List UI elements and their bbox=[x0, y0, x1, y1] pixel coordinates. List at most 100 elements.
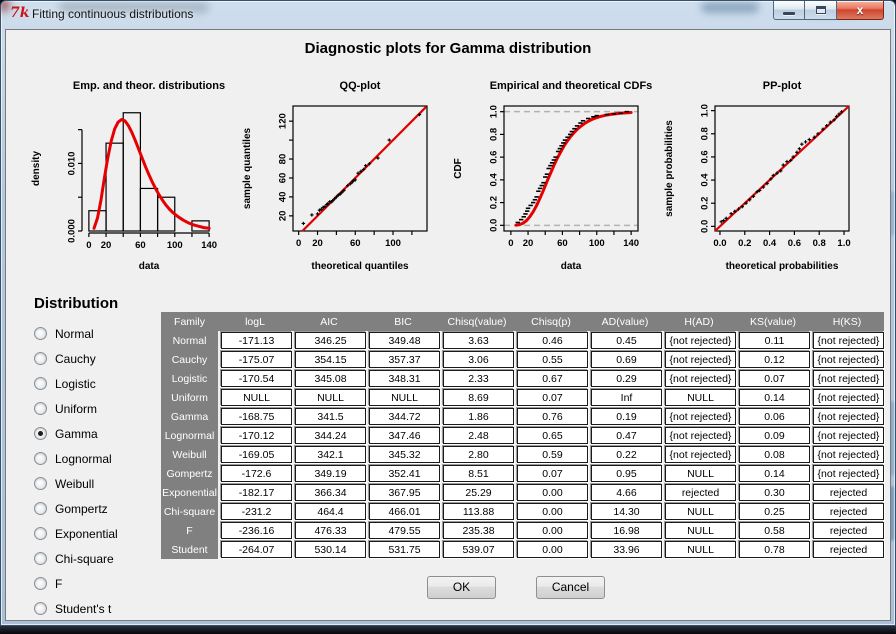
value-cell[interactable]: 0.47 bbox=[591, 427, 662, 444]
value-cell[interactable]: 530.14 bbox=[295, 541, 366, 558]
radio-gompertz[interactable]: Gompertz bbox=[34, 496, 164, 521]
radio-lognormal[interactable]: Lognormal bbox=[34, 446, 164, 471]
value-cell[interactable]: NULL bbox=[665, 465, 736, 482]
value-cell[interactable]: {not rejected} bbox=[813, 446, 884, 463]
value-cell[interactable]: 3.06 bbox=[443, 351, 514, 368]
close-button[interactable]: x bbox=[837, 1, 884, 20]
value-cell[interactable]: 0.58 bbox=[739, 522, 810, 539]
value-cell[interactable]: 0.67 bbox=[517, 370, 588, 387]
value-cell[interactable]: 0.07 bbox=[739, 370, 810, 387]
value-cell[interactable]: 344.72 bbox=[369, 408, 440, 425]
value-cell[interactable]: {not rejected} bbox=[813, 389, 884, 406]
value-cell[interactable]: 0.46 bbox=[517, 332, 588, 349]
value-cell[interactable]: 0.12 bbox=[739, 351, 810, 368]
value-cell[interactable]: 0.30 bbox=[739, 484, 810, 501]
value-cell[interactable]: 0.69 bbox=[591, 351, 662, 368]
value-cell[interactable]: 25.29 bbox=[443, 484, 514, 501]
value-cell[interactable]: 0.76 bbox=[517, 408, 588, 425]
minimize-button[interactable] bbox=[773, 1, 805, 20]
value-cell[interactable]: 0.45 bbox=[591, 332, 662, 349]
value-cell[interactable]: 14.30 bbox=[591, 503, 662, 520]
value-cell[interactable]: 349.48 bbox=[369, 332, 440, 349]
value-cell[interactable]: 0.00 bbox=[517, 541, 588, 558]
value-cell[interactable]: 0.29 bbox=[591, 370, 662, 387]
value-cell[interactable]: 8.69 bbox=[443, 389, 514, 406]
value-cell[interactable]: {not rejected} bbox=[813, 370, 884, 387]
value-cell[interactable]: 0.65 bbox=[517, 427, 588, 444]
value-cell[interactable]: -170.12 bbox=[221, 427, 292, 444]
value-cell[interactable]: 352.41 bbox=[369, 465, 440, 482]
value-cell[interactable]: 348.31 bbox=[369, 370, 440, 387]
value-cell[interactable]: NULL bbox=[221, 389, 292, 406]
value-cell[interactable]: {not rejected} bbox=[813, 332, 884, 349]
radio-normal[interactable]: Normal bbox=[34, 321, 164, 346]
value-cell[interactable]: NULL bbox=[665, 389, 736, 406]
value-cell[interactable]: rejected bbox=[813, 484, 884, 501]
radio-exponential[interactable]: Exponential bbox=[34, 521, 164, 546]
value-cell[interactable]: 0.95 bbox=[591, 465, 662, 482]
value-cell[interactable]: 464.4 bbox=[295, 503, 366, 520]
value-cell[interactable]: rejected bbox=[665, 484, 736, 501]
value-cell[interactable]: {not rejected} bbox=[665, 446, 736, 463]
radio-uniform[interactable]: Uniform bbox=[34, 396, 164, 421]
value-cell[interactable]: NULL bbox=[369, 389, 440, 406]
value-cell[interactable]: {not rejected} bbox=[665, 427, 736, 444]
value-cell[interactable]: -175.07 bbox=[221, 351, 292, 368]
titlebar[interactable]: 7k Fitting continuous distributions bbox=[1, 1, 895, 29]
value-cell[interactable]: {not rejected} bbox=[665, 351, 736, 368]
value-cell[interactable]: 0.00 bbox=[517, 503, 588, 520]
value-cell[interactable]: Inf bbox=[591, 389, 662, 406]
value-cell[interactable]: rejected bbox=[813, 541, 884, 558]
value-cell[interactable]: 113.88 bbox=[443, 503, 514, 520]
value-cell[interactable]: 466.01 bbox=[369, 503, 440, 520]
value-cell[interactable]: NULL bbox=[295, 389, 366, 406]
value-cell[interactable]: 16.98 bbox=[591, 522, 662, 539]
value-cell[interactable]: NULL bbox=[665, 503, 736, 520]
value-cell[interactable]: 345.32 bbox=[369, 446, 440, 463]
value-cell[interactable]: 2.48 bbox=[443, 427, 514, 444]
value-cell[interactable]: 0.22 bbox=[591, 446, 662, 463]
value-cell[interactable]: 0.00 bbox=[517, 484, 588, 501]
value-cell[interactable]: 539.07 bbox=[443, 541, 514, 558]
value-cell[interactable]: 0.59 bbox=[517, 446, 588, 463]
value-cell[interactable]: NULL bbox=[665, 541, 736, 558]
value-cell[interactable]: 0.06 bbox=[739, 408, 810, 425]
radio-chi-square[interactable]: Chi-square bbox=[34, 546, 164, 571]
value-cell[interactable]: -169.05 bbox=[221, 446, 292, 463]
value-cell[interactable]: 2.80 bbox=[443, 446, 514, 463]
value-cell[interactable]: 0.14 bbox=[739, 389, 810, 406]
value-cell[interactable]: -264.07 bbox=[221, 541, 292, 558]
value-cell[interactable]: {not rejected} bbox=[813, 427, 884, 444]
value-cell[interactable]: 0.78 bbox=[739, 541, 810, 558]
value-cell[interactable]: 8.51 bbox=[443, 465, 514, 482]
value-cell[interactable]: 0.19 bbox=[591, 408, 662, 425]
value-cell[interactable]: {not rejected} bbox=[813, 351, 884, 368]
value-cell[interactable]: -182.17 bbox=[221, 484, 292, 501]
radio-student-s-t[interactable]: Student's t bbox=[34, 596, 164, 621]
value-cell[interactable]: -171.13 bbox=[221, 332, 292, 349]
value-cell[interactable]: 476.33 bbox=[295, 522, 366, 539]
value-cell[interactable]: 3.63 bbox=[443, 332, 514, 349]
value-cell[interactable]: 0.07 bbox=[517, 465, 588, 482]
value-cell[interactable]: 0.55 bbox=[517, 351, 588, 368]
value-cell[interactable]: 531.75 bbox=[369, 541, 440, 558]
value-cell[interactable]: 235.38 bbox=[443, 522, 514, 539]
radio-logistic[interactable]: Logistic bbox=[34, 371, 164, 396]
value-cell[interactable]: -236.16 bbox=[221, 522, 292, 539]
value-cell[interactable]: 0.11 bbox=[739, 332, 810, 349]
value-cell[interactable]: 0.08 bbox=[739, 446, 810, 463]
value-cell[interactable]: 0.14 bbox=[739, 465, 810, 482]
value-cell[interactable]: 341.5 bbox=[295, 408, 366, 425]
radio-f[interactable]: F bbox=[34, 571, 164, 596]
value-cell[interactable]: 2.33 bbox=[443, 370, 514, 387]
value-cell[interactable]: 1.86 bbox=[443, 408, 514, 425]
value-cell[interactable]: -231.2 bbox=[221, 503, 292, 520]
radio-weibull[interactable]: Weibull bbox=[34, 471, 164, 496]
maximize-button[interactable] bbox=[805, 1, 837, 20]
value-cell[interactable]: -168.75 bbox=[221, 408, 292, 425]
cancel-button[interactable]: Cancel bbox=[536, 576, 605, 599]
value-cell[interactable]: 479.55 bbox=[369, 522, 440, 539]
value-cell[interactable]: 347.46 bbox=[369, 427, 440, 444]
value-cell[interactable]: 367.95 bbox=[369, 484, 440, 501]
value-cell[interactable]: 4.66 bbox=[591, 484, 662, 501]
